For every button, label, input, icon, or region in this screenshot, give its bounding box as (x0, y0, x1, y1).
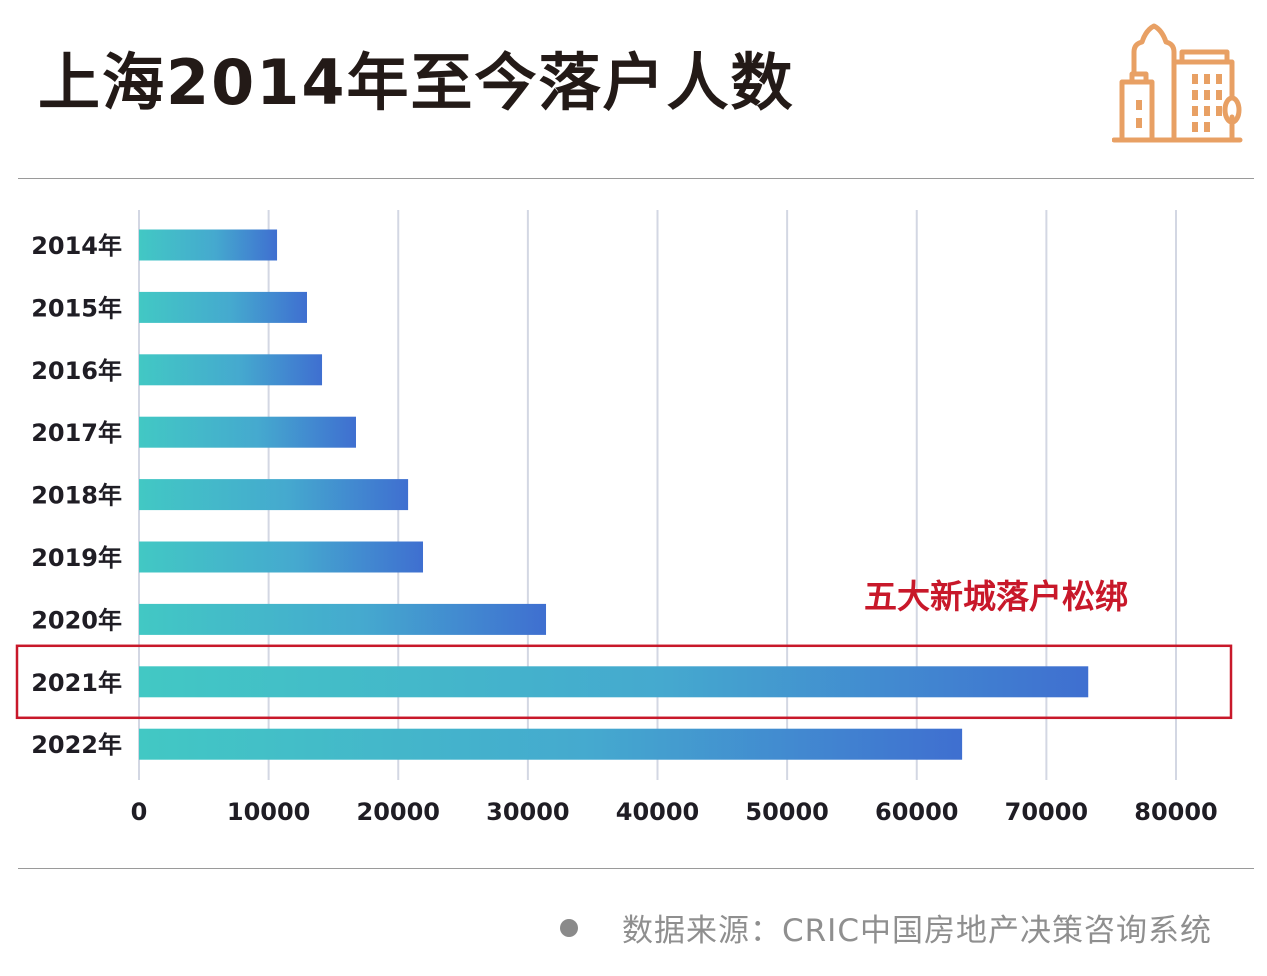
page-title: 上海2014年至今落户人数 (38, 46, 795, 119)
highlight-box (15, 644, 1233, 720)
category-label: 2019年 (31, 544, 122, 572)
x-tick-label: 20000 (357, 798, 441, 826)
bar-2022 (139, 728, 963, 760)
category-label: 2018年 (31, 482, 122, 510)
x-tick-label: 30000 (486, 798, 570, 826)
category-label: 2021年 (31, 669, 122, 697)
category-label: 2020年 (31, 606, 122, 634)
bar-2015 (139, 291, 307, 323)
highlight-annotation: 五大新城落户松绑 (864, 577, 1128, 616)
source-text: 数据来源：CRIC中国房地产决策咨询系统 (622, 913, 1212, 949)
bar-2014 (139, 229, 278, 261)
x-tick-label: 60000 (875, 798, 959, 826)
bar-2019 (139, 541, 424, 573)
category-label: 2017年 (31, 419, 122, 447)
category-label: 2022年 (31, 731, 122, 759)
data-source: 数据来源：CRIC中国房地产决策咨询系统 (560, 905, 1212, 950)
x-tick-label: 50000 (745, 798, 829, 826)
footer-divider (18, 868, 1254, 869)
x-tick-label: 10000 (227, 798, 311, 826)
bar-chart: 2014年 2015年 2016年 2017年 2018年 2019年 2020年 2021年… (15, 210, 1233, 826)
city-buildings-icon (1112, 23, 1243, 143)
category-label: 2016年 (31, 357, 122, 385)
bar-2017 (139, 416, 356, 448)
x-tick-label: 80000 (1134, 798, 1218, 826)
category-label: 2014年 (31, 232, 122, 260)
category-label: 2015年 (31, 294, 122, 322)
bar-2020 (139, 603, 547, 635)
header-divider (18, 178, 1254, 179)
bar-2016 (139, 354, 323, 386)
bar-2018 (139, 479, 409, 511)
bullet-icon (560, 918, 578, 937)
x-tick-label: 0 (131, 798, 148, 826)
x-tick-label: 70000 (1005, 798, 1089, 826)
bar-2021 (139, 666, 1089, 698)
x-tick-label: 40000 (616, 798, 700, 826)
